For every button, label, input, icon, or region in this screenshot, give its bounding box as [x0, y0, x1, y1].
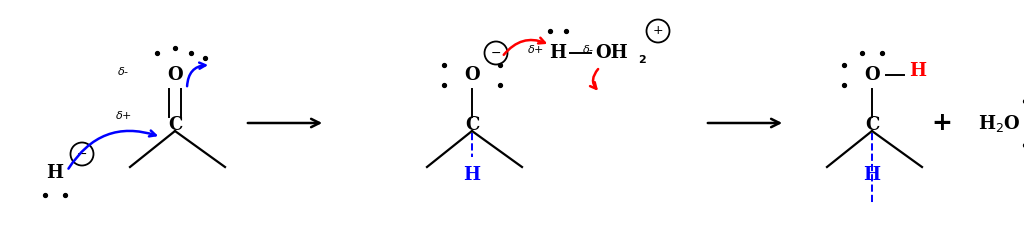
Text: O: O — [464, 66, 480, 84]
FancyArrowPatch shape — [590, 69, 598, 89]
Text: 2: 2 — [638, 55, 646, 65]
Text: C: C — [865, 116, 880, 134]
Text: O: O — [864, 66, 880, 84]
Text: H: H — [46, 164, 63, 182]
Text: +: + — [652, 24, 664, 38]
FancyArrowPatch shape — [504, 38, 545, 55]
Text: $\delta$-: $\delta$- — [582, 43, 594, 55]
Text: +: + — [932, 111, 952, 135]
Text: H: H — [464, 166, 480, 184]
FancyArrowPatch shape — [187, 63, 206, 86]
Text: OH: OH — [596, 44, 629, 62]
FancyArrowPatch shape — [69, 130, 156, 169]
Text: O: O — [167, 66, 183, 84]
Text: −: − — [490, 47, 502, 59]
Text: H: H — [909, 62, 927, 80]
Text: $\delta$+: $\delta$+ — [526, 43, 544, 55]
Text: $\delta$-: $\delta$- — [117, 65, 129, 77]
Text: C: C — [465, 116, 479, 134]
Text: C: C — [168, 116, 182, 134]
Text: H$_2$O: H$_2$O — [978, 113, 1021, 133]
Text: H: H — [550, 44, 566, 62]
Text: −: − — [77, 148, 87, 161]
Text: $\delta$+: $\delta$+ — [115, 109, 131, 121]
Text: H: H — [863, 166, 881, 184]
